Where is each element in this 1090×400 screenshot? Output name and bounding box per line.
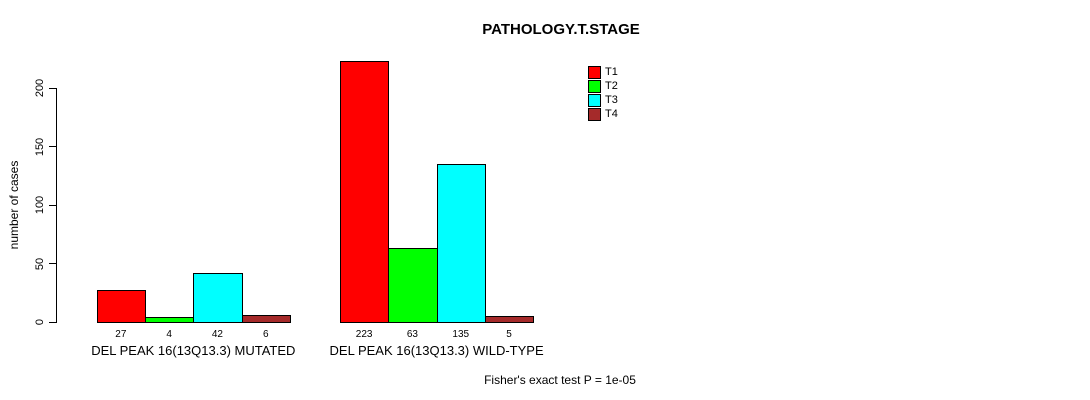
bar-t4-group2: [484, 316, 535, 323]
legend-swatch-icon: [588, 94, 601, 107]
bar-value-label: 4: [166, 329, 172, 340]
group-label: DEL PEAK 16(13Q13.3) MUTATED: [91, 343, 296, 358]
legend-row-t4: T4: [588, 108, 618, 121]
y-axis-label: number of cases: [7, 160, 21, 250]
y-tick-label: 100: [34, 195, 46, 215]
bar-value-label: 223: [355, 329, 373, 340]
bar-t4-group1: [241, 315, 291, 323]
bar-value-label: 5: [506, 329, 512, 340]
legend-swatch-icon: [588, 66, 601, 79]
bar-t3-group1: [193, 273, 243, 323]
y-tick-mark: [49, 263, 56, 264]
y-tick-label: 150: [34, 137, 46, 156]
legend-label: T1: [605, 66, 618, 78]
legend-row-t3: T3: [588, 94, 618, 107]
bar-value-label: 27: [115, 329, 127, 340]
fisher-test-annotation: Fisher's exact test P = 1e-05: [484, 373, 636, 387]
bar-t1-group2: [340, 61, 390, 323]
legend-swatch-icon: [588, 108, 601, 121]
bar-value-label: 42: [211, 329, 223, 340]
bar-t3-group2: [436, 164, 486, 323]
legend-label: T2: [605, 80, 618, 92]
group-label: DEL PEAK 16(13Q13.3) WILD-TYPE: [329, 343, 544, 358]
bar-t1-group1: [96, 290, 146, 323]
y-tick-label: 200: [34, 78, 46, 98]
bar-value-label: 63: [406, 329, 418, 340]
bar-t2-group1: [145, 317, 195, 323]
y-tick-label: 0: [34, 318, 46, 326]
legend-label: T4: [605, 108, 618, 120]
y-tick-mark: [49, 321, 56, 323]
bar-value-label: 135: [452, 329, 470, 340]
y-tick-mark: [49, 204, 56, 206]
legend-row-t1: T1: [588, 66, 618, 79]
chart-title: PATHOLOGY.T.STAGE: [482, 21, 640, 38]
y-tick-mark: [49, 87, 56, 89]
y-tick-mark: [49, 146, 56, 147]
y-axis-line: [56, 88, 57, 323]
bar-t2-group2: [388, 248, 438, 323]
bar-value-label: 6: [262, 329, 269, 340]
y-tick-label: 50: [34, 257, 46, 270]
legend-swatch-icon: [588, 80, 601, 93]
legend-row-t2: T2: [588, 80, 618, 93]
legend: T1 T2 T3 T4: [588, 66, 618, 122]
legend-label: T3: [605, 94, 618, 106]
